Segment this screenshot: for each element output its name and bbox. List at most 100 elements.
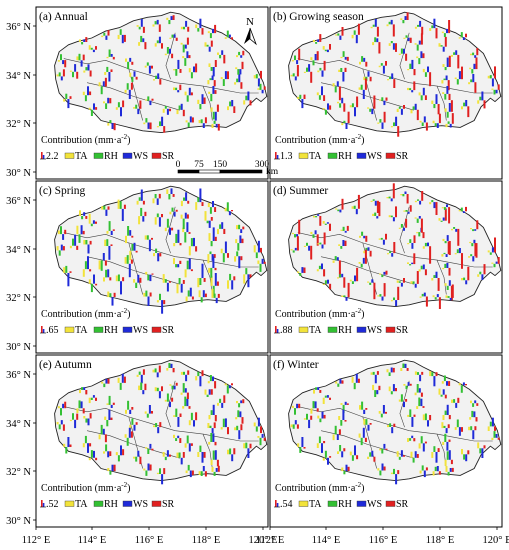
glyph-bar-sr [437,448,440,452]
glyph-bar-rh [164,279,167,283]
glyph-bar-ta [322,108,325,110]
glyph-bar-sr [260,70,262,79]
station-glyph [332,256,341,278]
glyph-bar-rh [126,83,129,90]
glyph-bar-ws [87,64,90,71]
station-glyph [358,78,367,99]
station-glyph [377,111,386,129]
glyph-bar-ta [358,87,361,90]
station-glyph [372,37,381,54]
glyph-bar-ta [253,422,256,427]
station-glyph [372,201,381,219]
glyph-bar-sr [376,26,379,37]
legend-swatch-ws [356,500,367,507]
glyph-bar-ws [422,443,425,452]
lat-tick-label: 36° N [6,370,31,381]
glyph-bar-rh [117,455,120,462]
glyph-bar-sr [494,237,496,253]
glyph-bar-ws [240,55,243,58]
glyph-bar-rh [226,385,229,394]
glyph-bar-ws [169,227,171,235]
glyph-bar-rh [259,83,262,90]
glyph-bar-ta [106,403,109,405]
station-glyph [88,213,97,227]
glyph-bar-ta [458,37,461,39]
legend-swatch-sr [385,326,396,333]
glyph-bar-sr [447,80,450,91]
glyph-bar-rh [379,294,382,297]
glyph-bar-sr [182,280,185,284]
station-glyph [144,235,153,252]
glyph-bar-ta [103,101,105,104]
glyph-bar-ta [124,89,127,93]
glyph-bar-ws [177,90,180,93]
station-glyph [338,67,347,82]
glyph-bar-sr [409,37,412,43]
glyph-bar-rh [108,49,111,57]
glyph-bar-sr [139,456,142,465]
station-glyph [487,66,496,87]
glyph-bar-rh [199,104,202,110]
glyph-bar-rh [103,383,106,388]
glyph-bar-ta [115,107,118,110]
panel-title: (a) Annual [39,11,88,23]
station-glyph [57,226,67,240]
glyph-bar-ta [188,68,191,73]
station-glyph [156,468,166,485]
station-glyph [407,409,416,427]
glyph-bar-ws [400,450,403,457]
glyph-bar-rh [119,29,122,35]
glyph-bar-ta [470,400,472,404]
glyph-bar-ws [418,40,421,45]
glyph-bar-ws [314,230,317,235]
glyph-bar-rh [351,281,354,284]
glyph-bar-ta [338,244,341,246]
station-glyph [432,113,441,128]
station-glyph [310,230,319,246]
legend: Contribution (mm·a-2).52 TA RH WS SR [40,481,175,510]
station-glyph [210,273,219,296]
glyph-bar-ta [317,70,320,73]
glyph-bar-sr [113,123,116,131]
glyph-bar-ws [93,450,95,458]
station-glyph [388,384,397,395]
glyph-bar-rh [472,52,475,56]
glyph-bar-ta [432,120,435,124]
glyph-bar-ta [98,434,101,440]
glyph-bar-sr [163,126,166,133]
glyph-bar-ws [129,57,132,62]
glyph-bar-ta [144,411,147,414]
glyph-bar-ta [291,60,294,62]
station-glyph [197,263,206,288]
glyph-bar-ta [470,228,472,230]
glyph-bar-rh [184,396,187,407]
glyph-bar-rh [398,456,401,460]
glyph-bar-rh [318,95,321,100]
glyph-bar-rh [409,264,412,266]
glyph-bar-ws [423,292,426,297]
station-glyph [180,20,190,32]
glyph-bar-rh [210,93,213,102]
station-glyph [195,370,204,387]
glyph-bar-ta [377,468,380,471]
glyph-bar-sr [169,281,171,283]
station-glyph [234,424,243,440]
glyph-bar-sr [240,82,243,89]
glyph-bar-ta [185,120,188,123]
glyph-bar-rh [337,209,340,212]
glyph-bar-ta [204,389,207,395]
station-glyph [414,191,424,205]
boundary-line [86,82,180,111]
glyph-bar-ws [247,91,250,101]
legend-label-rh: RH [338,499,352,510]
glyph-bar-rh [389,76,392,80]
glyph-bar-rh [212,285,215,296]
glyph-bar-rh [145,470,148,476]
glyph-bar-ta [431,100,434,104]
glyph-bar-rh [343,471,346,475]
glyph-bar-rh [200,297,203,303]
glyph-bar-ta [349,451,352,456]
lat-tick-label: 30° N [6,342,31,353]
station-glyph [185,464,194,478]
glyph-bar-rh [393,468,395,475]
